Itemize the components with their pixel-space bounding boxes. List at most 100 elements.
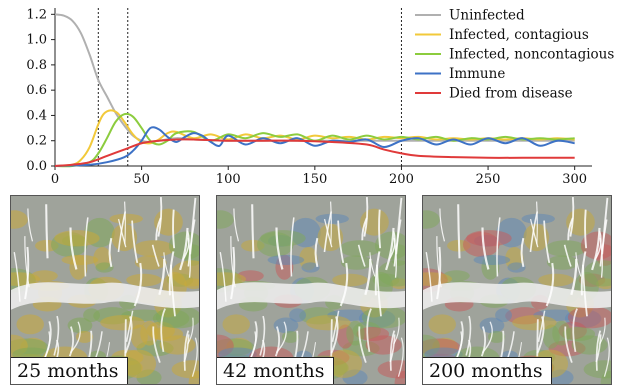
infection-patch (473, 254, 511, 265)
y-tick-label: 0.0 (26, 159, 47, 174)
ridge-line (582, 264, 588, 317)
infection-patch (512, 315, 557, 331)
ridge-line (24, 246, 30, 300)
valley-river (11, 282, 199, 310)
ridge-line (339, 262, 349, 307)
ridge-line (117, 211, 127, 253)
ridge-line (363, 197, 369, 237)
infection-patch (521, 213, 555, 224)
ridge-line (436, 246, 442, 300)
infection-patch (562, 326, 596, 341)
infection-patch (301, 262, 320, 273)
ridge-line (152, 326, 161, 363)
ridge-line (259, 315, 266, 356)
y-tick-label: 1.2 (26, 7, 47, 22)
panel-caption-42: 42 months (217, 357, 334, 384)
ridge-line (53, 315, 60, 356)
series-line-infected-noncontagious (54, 112, 575, 168)
y-tick-label: 0.4 (26, 108, 47, 123)
ridge-line (595, 334, 602, 363)
x-tick-label: 200 (389, 172, 414, 187)
infection-patch (83, 308, 100, 323)
infection-patch (340, 255, 373, 270)
infection-patch (260, 230, 306, 247)
terrain-map-42 (217, 196, 405, 384)
ridge-line (496, 217, 501, 277)
ridge-line (125, 310, 134, 342)
infection-patch (289, 308, 306, 323)
infection-patch (546, 255, 579, 270)
infection-patch (466, 230, 512, 247)
ridge-line (117, 218, 127, 248)
ridge-line (230, 236, 236, 288)
infection-patch (315, 213, 349, 224)
ridge-line (172, 209, 176, 249)
infection-patch (11, 210, 28, 229)
infection-patch (217, 210, 234, 229)
ridge-line (330, 201, 332, 245)
valley-river (423, 282, 611, 310)
infection-patch (428, 314, 456, 335)
ridge-line (584, 209, 588, 249)
ridge-line (374, 251, 381, 296)
infection-patch (326, 349, 363, 378)
series-lines (54, 13, 575, 168)
ridge-line (369, 252, 376, 277)
ridge-line (108, 237, 113, 268)
legend-label: Immune (449, 66, 505, 82)
ridge-line (183, 334, 190, 363)
y-tick-label: 0.6 (26, 83, 47, 98)
ridge-line (599, 237, 603, 278)
ridge-line (378, 209, 382, 249)
ridge-line (219, 251, 227, 302)
infection-patch (100, 315, 145, 331)
ridge-line (131, 220, 139, 264)
ridge-line (290, 217, 295, 277)
infection-patch (16, 314, 44, 335)
infection-patch (361, 306, 405, 329)
panel-caption-200: 200 months (423, 357, 552, 384)
infection-patch (356, 326, 390, 341)
infection-patch (120, 349, 157, 378)
ridge-line (158, 258, 166, 296)
ridge-line (564, 326, 573, 363)
infection-patch (332, 273, 368, 287)
ridge-line (323, 211, 333, 253)
ridge-line (436, 236, 442, 288)
ridge-line (124, 201, 126, 245)
terrain-map-200 (423, 196, 611, 384)
legend-label: Uninfected (449, 8, 525, 24)
ridge-line (331, 310, 340, 342)
terrain-panel-200: 200 months (422, 195, 612, 385)
ridge-line (84, 217, 89, 277)
ridge-line (69, 321, 81, 354)
legend-label: Died from disease (449, 86, 573, 102)
infection-patch (61, 254, 99, 265)
ridge-line (183, 330, 190, 371)
ridge-line (230, 246, 236, 300)
x-tick-label: 300 (562, 172, 587, 187)
infection-patch (150, 326, 184, 341)
ridge-line (389, 330, 396, 371)
ridge-line (537, 310, 546, 342)
infection-patch (54, 230, 100, 247)
ridge-line (233, 208, 240, 242)
legend-label: Infected, contagious (449, 27, 589, 43)
ridge-line (323, 218, 333, 248)
ridge-line (170, 264, 176, 317)
chart-axes: 0 50 100 150 200 250 300 0.0 0.2 0.4 0.6 0.8 1.0 1.2 (26, 7, 592, 187)
ridge-line (536, 319, 539, 357)
infection-patch (495, 308, 512, 323)
infection-patch (394, 370, 405, 384)
y-tick-label: 1.0 (26, 33, 47, 48)
ridge-line (454, 321, 464, 361)
ridge-line (520, 237, 525, 268)
legend-label: Infected, noncontagious (449, 47, 614, 63)
ridge-line (425, 251, 433, 302)
ridge-line (248, 321, 258, 361)
ridge-line (481, 227, 490, 270)
infection-patch (423, 210, 440, 229)
infection-patch (523, 223, 550, 252)
x-tick-label: 100 (216, 172, 241, 187)
ridge-line (529, 218, 539, 248)
